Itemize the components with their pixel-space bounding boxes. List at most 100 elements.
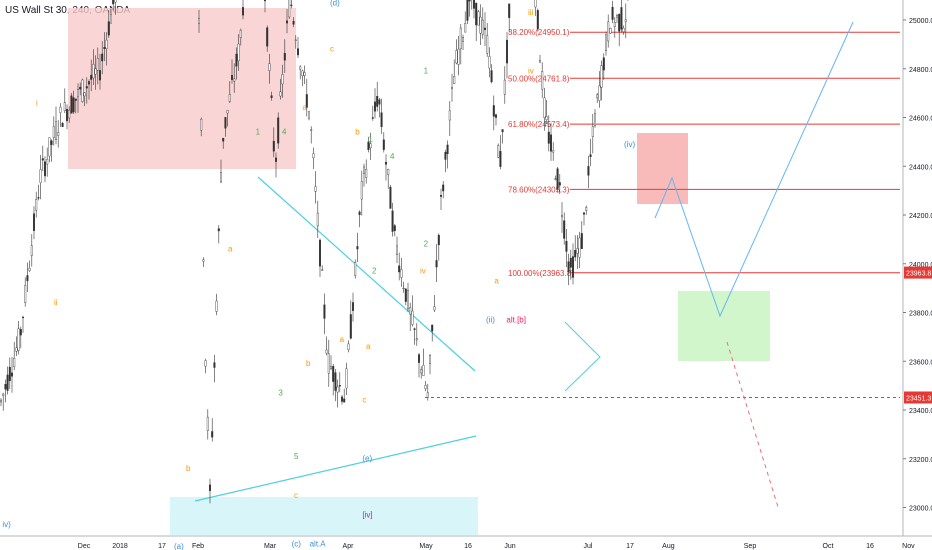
candle-body bbox=[444, 151, 447, 160]
candle-body bbox=[492, 105, 495, 117]
candle-body bbox=[572, 256, 575, 278]
candle-body bbox=[475, 2, 478, 26]
candle-body bbox=[301, 70, 304, 77]
candle-body bbox=[624, 19, 627, 22]
candle-body bbox=[589, 154, 592, 158]
x-tick-label: 16 bbox=[866, 543, 874, 550]
candle-body bbox=[61, 123, 64, 127]
candle-body bbox=[574, 250, 577, 258]
candle-body bbox=[268, 63, 271, 71]
wave-label: c bbox=[294, 491, 298, 500]
wave-label: a bbox=[228, 245, 233, 254]
candle-body bbox=[446, 144, 449, 155]
x-tick-label: Nov bbox=[902, 543, 915, 550]
x-tick-label: Feb bbox=[192, 543, 204, 550]
candle-body bbox=[343, 398, 346, 403]
candle-body bbox=[233, 78, 236, 82]
candle-body bbox=[79, 86, 82, 90]
price-badge-label: 23963.8 bbox=[906, 271, 931, 278]
candle-body bbox=[215, 300, 218, 312]
candle-body bbox=[264, 0, 267, 2]
candle-body bbox=[334, 372, 337, 391]
candle-body bbox=[213, 362, 216, 368]
wave-label: ii bbox=[54, 298, 58, 307]
candle-body bbox=[266, 27, 269, 47]
candle-body bbox=[33, 213, 36, 231]
candle-body bbox=[587, 166, 590, 176]
x-tick-label: 17 bbox=[158, 543, 166, 550]
candle-body bbox=[426, 392, 429, 398]
candle-body bbox=[239, 29, 242, 39]
candle-body bbox=[506, 39, 509, 64]
candle-body bbox=[15, 347, 18, 352]
candle-body bbox=[219, 172, 222, 183]
candle-body bbox=[598, 85, 601, 101]
candle-body bbox=[596, 94, 599, 99]
candle-body bbox=[50, 140, 53, 145]
candle-body bbox=[323, 304, 326, 319]
candle-body bbox=[226, 110, 229, 114]
candle-body bbox=[197, 18, 200, 24]
candle-body bbox=[17, 328, 20, 351]
candle-body bbox=[41, 158, 44, 161]
candle-body bbox=[534, 0, 537, 8]
x-tick-label: Apr bbox=[343, 543, 355, 550]
wave-label: (a) bbox=[174, 542, 184, 550]
wave-label: alt.[b] bbox=[506, 315, 526, 324]
candle-body bbox=[204, 360, 207, 367]
wave-label: iv bbox=[420, 267, 426, 276]
candle-body bbox=[37, 197, 40, 199]
candle-body bbox=[477, 11, 480, 26]
candle-body bbox=[22, 316, 25, 319]
x-tick-label: 17 bbox=[626, 543, 634, 550]
bottom-support-zone bbox=[170, 497, 478, 535]
candle-body bbox=[4, 384, 7, 390]
candle-body bbox=[422, 364, 425, 376]
candle-body bbox=[561, 215, 564, 218]
candle-body bbox=[382, 139, 385, 150]
x-tick-label: Dec bbox=[78, 543, 91, 550]
candle-body bbox=[583, 212, 586, 215]
candle-body bbox=[101, 53, 104, 62]
candle-body bbox=[497, 145, 500, 158]
wave-label: b bbox=[355, 128, 360, 137]
candle-body bbox=[96, 58, 99, 71]
candle-body bbox=[468, 0, 471, 2]
candle-body bbox=[290, 4, 293, 6]
price-badge bbox=[904, 266, 932, 279]
candle-body bbox=[327, 353, 330, 374]
wave-label: (e) bbox=[362, 454, 372, 463]
candle-body bbox=[611, 6, 614, 20]
candle-body bbox=[385, 162, 388, 165]
candle-body bbox=[613, 21, 616, 28]
y-tick-label: 24600.0 bbox=[909, 116, 932, 123]
candle-body bbox=[72, 97, 75, 113]
y-tick-label: 23800.0 bbox=[909, 311, 932, 318]
candle-body bbox=[319, 239, 322, 267]
candle-body bbox=[459, 27, 462, 50]
candle-body bbox=[431, 324, 434, 332]
candle-body bbox=[308, 111, 311, 119]
candle-body bbox=[541, 71, 544, 90]
candle-body bbox=[547, 131, 550, 144]
candle-body bbox=[396, 245, 399, 255]
candle-body bbox=[376, 96, 379, 107]
candle-body bbox=[10, 372, 13, 377]
candle-body bbox=[591, 126, 594, 137]
candle-body bbox=[90, 74, 93, 80]
candle-body bbox=[455, 50, 458, 64]
candle-body bbox=[363, 166, 366, 174]
candle-body bbox=[602, 57, 605, 71]
candle-body bbox=[481, 19, 484, 35]
candle-body bbox=[272, 140, 275, 152]
candle-body bbox=[585, 207, 588, 211]
candle-body bbox=[85, 86, 88, 89]
candle-body bbox=[109, 14, 112, 24]
x-tick-label: 16 bbox=[464, 543, 472, 550]
triangle-pattern bbox=[564, 321, 601, 392]
candle-body bbox=[354, 262, 357, 276]
candle-body bbox=[554, 178, 557, 180]
candle-body bbox=[499, 150, 502, 167]
candle-body bbox=[0, 399, 2, 403]
